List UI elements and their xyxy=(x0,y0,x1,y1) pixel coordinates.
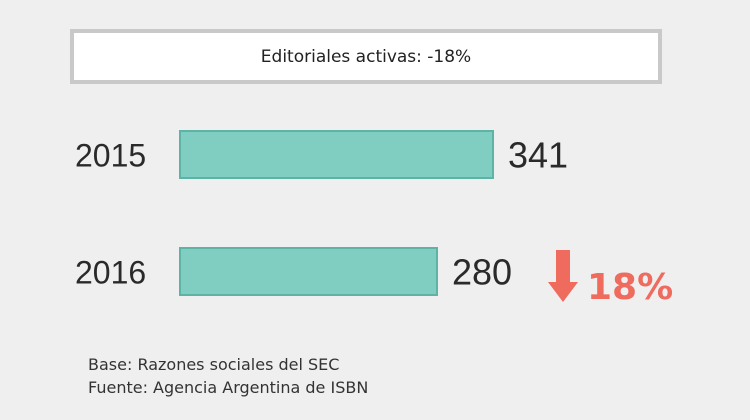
chart-title: Editoriales activas: -18% xyxy=(70,29,662,84)
value-label-2016: 280 xyxy=(452,252,512,293)
base-note: Base: Razones sociales del SEC xyxy=(88,355,340,374)
bar-2016 xyxy=(179,247,438,296)
category-label-2015: 2015 xyxy=(75,138,146,174)
source-note: Fuente: Agencia Argentina de ISBN xyxy=(88,378,369,397)
bars-layer: 2015 341 2016 280 xyxy=(75,130,568,296)
bar-2015 xyxy=(179,130,494,179)
down-arrow-icon xyxy=(548,250,578,302)
category-label-2016: 2016 xyxy=(75,255,146,291)
value-label-2015: 341 xyxy=(508,135,568,176)
change-indicator: 18% xyxy=(548,250,673,308)
change-label: 18% xyxy=(587,267,673,308)
